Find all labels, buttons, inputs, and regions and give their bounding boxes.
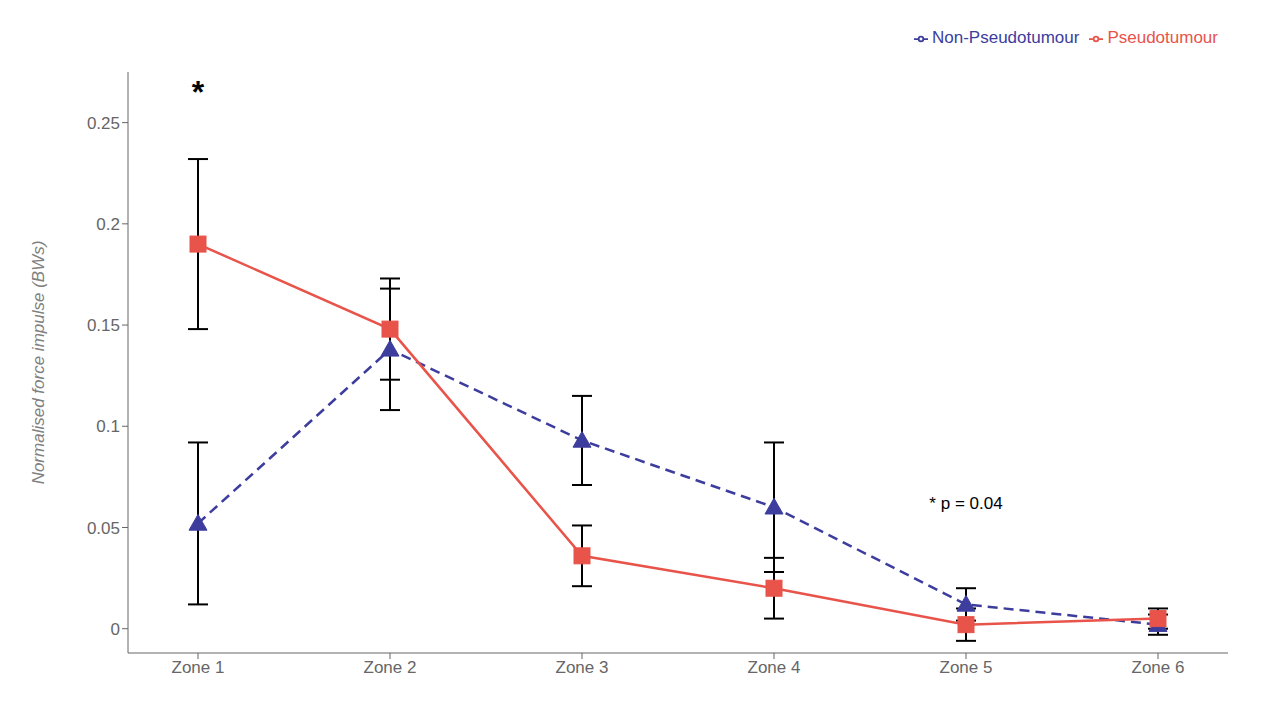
svg-text:Zone 1: Zone 1 (172, 658, 225, 677)
svg-text:0.1: 0.1 (96, 417, 120, 436)
html-text:Pseudotumour: Pseudotumour (1107, 28, 1218, 47)
svg-text:0: 0 (111, 620, 120, 639)
html-text:Non-Pseudotumour: Non-Pseudotumour (932, 28, 1080, 47)
svg-text:Zone 5: Zone 5 (940, 658, 993, 677)
svg-text:0.2: 0.2 (96, 215, 120, 234)
svg-text:Zone 6: Zone 6 (1132, 658, 1185, 677)
svg-text:Normalised force impulse (BWs): Normalised force impulse (BWs) (29, 241, 48, 485)
svg-text:Zone 4: Zone 4 (748, 658, 801, 677)
svg-text:Zone 2: Zone 2 (364, 658, 417, 677)
svg-text:Zone 3: Zone 3 (556, 658, 609, 677)
svg-text:0.15: 0.15 (87, 316, 120, 335)
svg-text:*: * (192, 74, 205, 110)
svg-text:0.25: 0.25 (87, 114, 120, 133)
svg-text:0.05: 0.05 (87, 519, 120, 538)
svg-text:* p = 0.04: * p = 0.04 (929, 494, 1002, 513)
